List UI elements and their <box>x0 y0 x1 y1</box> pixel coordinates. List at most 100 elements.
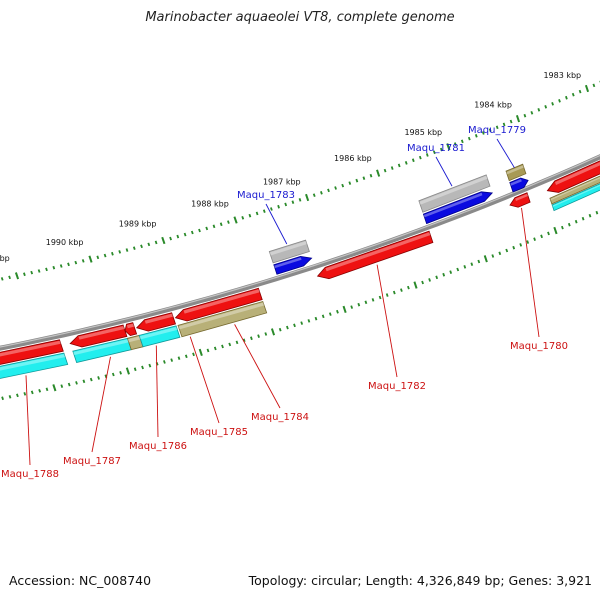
inner-tick <box>125 367 130 375</box>
outer-tick <box>305 193 310 202</box>
inner-tick <box>141 365 144 370</box>
outer-tick <box>198 228 201 233</box>
outer-tick <box>502 122 506 127</box>
gene-block-red <box>135 312 177 332</box>
outer-tick <box>45 267 48 272</box>
gene-block-gray <box>418 174 491 213</box>
inner-tick <box>505 248 509 253</box>
gene-label[interactable]: Maqu_1785 <box>190 427 248 438</box>
outer-tick <box>241 215 245 220</box>
inner-tick <box>82 379 86 384</box>
outer-tick <box>584 84 590 93</box>
inner-tick <box>38 388 42 393</box>
inner-tick <box>60 384 64 388</box>
outer-tick <box>509 119 513 124</box>
inner-tick <box>278 327 282 332</box>
inner-tick <box>177 356 181 360</box>
inner-tick <box>407 285 410 290</box>
gene-label[interactable]: Maqu_1779 <box>468 125 526 136</box>
callout-line <box>521 207 540 338</box>
inner-tick <box>336 309 339 314</box>
outer-tick <box>132 246 136 250</box>
outer-tick <box>481 131 485 135</box>
scale-label: 1989 kbp <box>119 220 157 229</box>
outer-tick <box>125 248 129 252</box>
inner-tick <box>286 325 289 330</box>
inner-tick <box>533 237 536 241</box>
inner-tick <box>30 390 34 395</box>
inner-tick <box>350 305 354 309</box>
outer-tick <box>334 186 337 190</box>
outer-tick <box>488 128 492 132</box>
gene-label[interactable]: Maqu_1788 <box>1 469 59 480</box>
outer-tick <box>59 264 63 268</box>
inner-tick <box>588 213 592 218</box>
gene-label[interactable]: Maqu_1780 <box>510 341 568 352</box>
outer-tick <box>453 142 457 146</box>
gene-block-red <box>546 160 600 193</box>
outer-tick <box>348 181 352 185</box>
inner-tick <box>45 387 49 392</box>
outer-tick <box>270 207 273 211</box>
outer-tick <box>67 262 70 267</box>
gene-block-red <box>124 322 138 337</box>
inner-tick <box>574 219 578 224</box>
outer-tick <box>592 83 596 88</box>
gene-label[interactable]: Maqu_1782 <box>368 381 426 392</box>
outer-tick <box>369 173 373 178</box>
outer-tick <box>495 125 499 130</box>
accession-label: Accession: NC_008740 <box>9 573 152 588</box>
outer-tick <box>176 234 180 239</box>
inner-tick <box>470 262 474 266</box>
inner-tick <box>435 275 439 280</box>
gene-label[interactable]: Maqu_1783 <box>237 190 295 201</box>
gene-label[interactable]: Maqu_1781 <box>407 143 465 154</box>
outer-scale-ticks <box>0 80 600 281</box>
outer-tick <box>327 188 330 193</box>
inner-tick <box>526 240 530 244</box>
outer-tick <box>578 89 582 94</box>
outer-tick <box>169 236 172 241</box>
outer-tick <box>147 242 151 247</box>
outer-tick <box>362 176 366 180</box>
outer-tick <box>37 269 41 273</box>
inner-tick <box>581 216 585 221</box>
inner-tick <box>491 254 495 258</box>
outer-tick <box>460 139 464 144</box>
scale-label: 1987 kbp <box>263 178 301 187</box>
inner-tick <box>392 290 396 295</box>
inner-tick <box>111 372 115 377</box>
inner-tick <box>371 298 375 302</box>
inner-tick <box>192 352 195 357</box>
gene-label[interactable]: Maqu_1787 <box>63 456 121 467</box>
outer-tick <box>74 260 78 265</box>
inner-tick <box>449 270 453 274</box>
inner-tick <box>198 348 203 357</box>
outer-tick <box>411 158 415 163</box>
gene-block-red <box>0 339 64 365</box>
inner-tick <box>456 267 460 272</box>
inner-tick <box>463 265 467 269</box>
gene-block-olive <box>505 163 527 182</box>
inner-tick <box>307 319 311 323</box>
callout-line <box>376 264 398 378</box>
gene-block-blue <box>422 191 494 225</box>
outer-tick <box>523 113 527 118</box>
gene-block-red <box>174 287 263 322</box>
outer-tick <box>103 253 107 258</box>
outer-tick <box>312 193 316 198</box>
outer-tick <box>474 134 478 138</box>
outer-tick <box>284 202 288 207</box>
scale-label: 1991 kbp <box>0 254 10 263</box>
outer-tick <box>467 136 471 141</box>
outer-tick <box>183 232 187 237</box>
outer-tick <box>544 105 548 109</box>
scale-label: 1988 kbp <box>191 200 229 209</box>
gene-label[interactable]: Maqu_1784 <box>251 412 309 423</box>
inner-tick <box>328 312 332 316</box>
inner-tick <box>477 259 481 264</box>
outer-tick <box>320 191 323 195</box>
outer-tick <box>277 204 280 209</box>
gene-label[interactable]: Maqu_1786 <box>129 441 187 452</box>
